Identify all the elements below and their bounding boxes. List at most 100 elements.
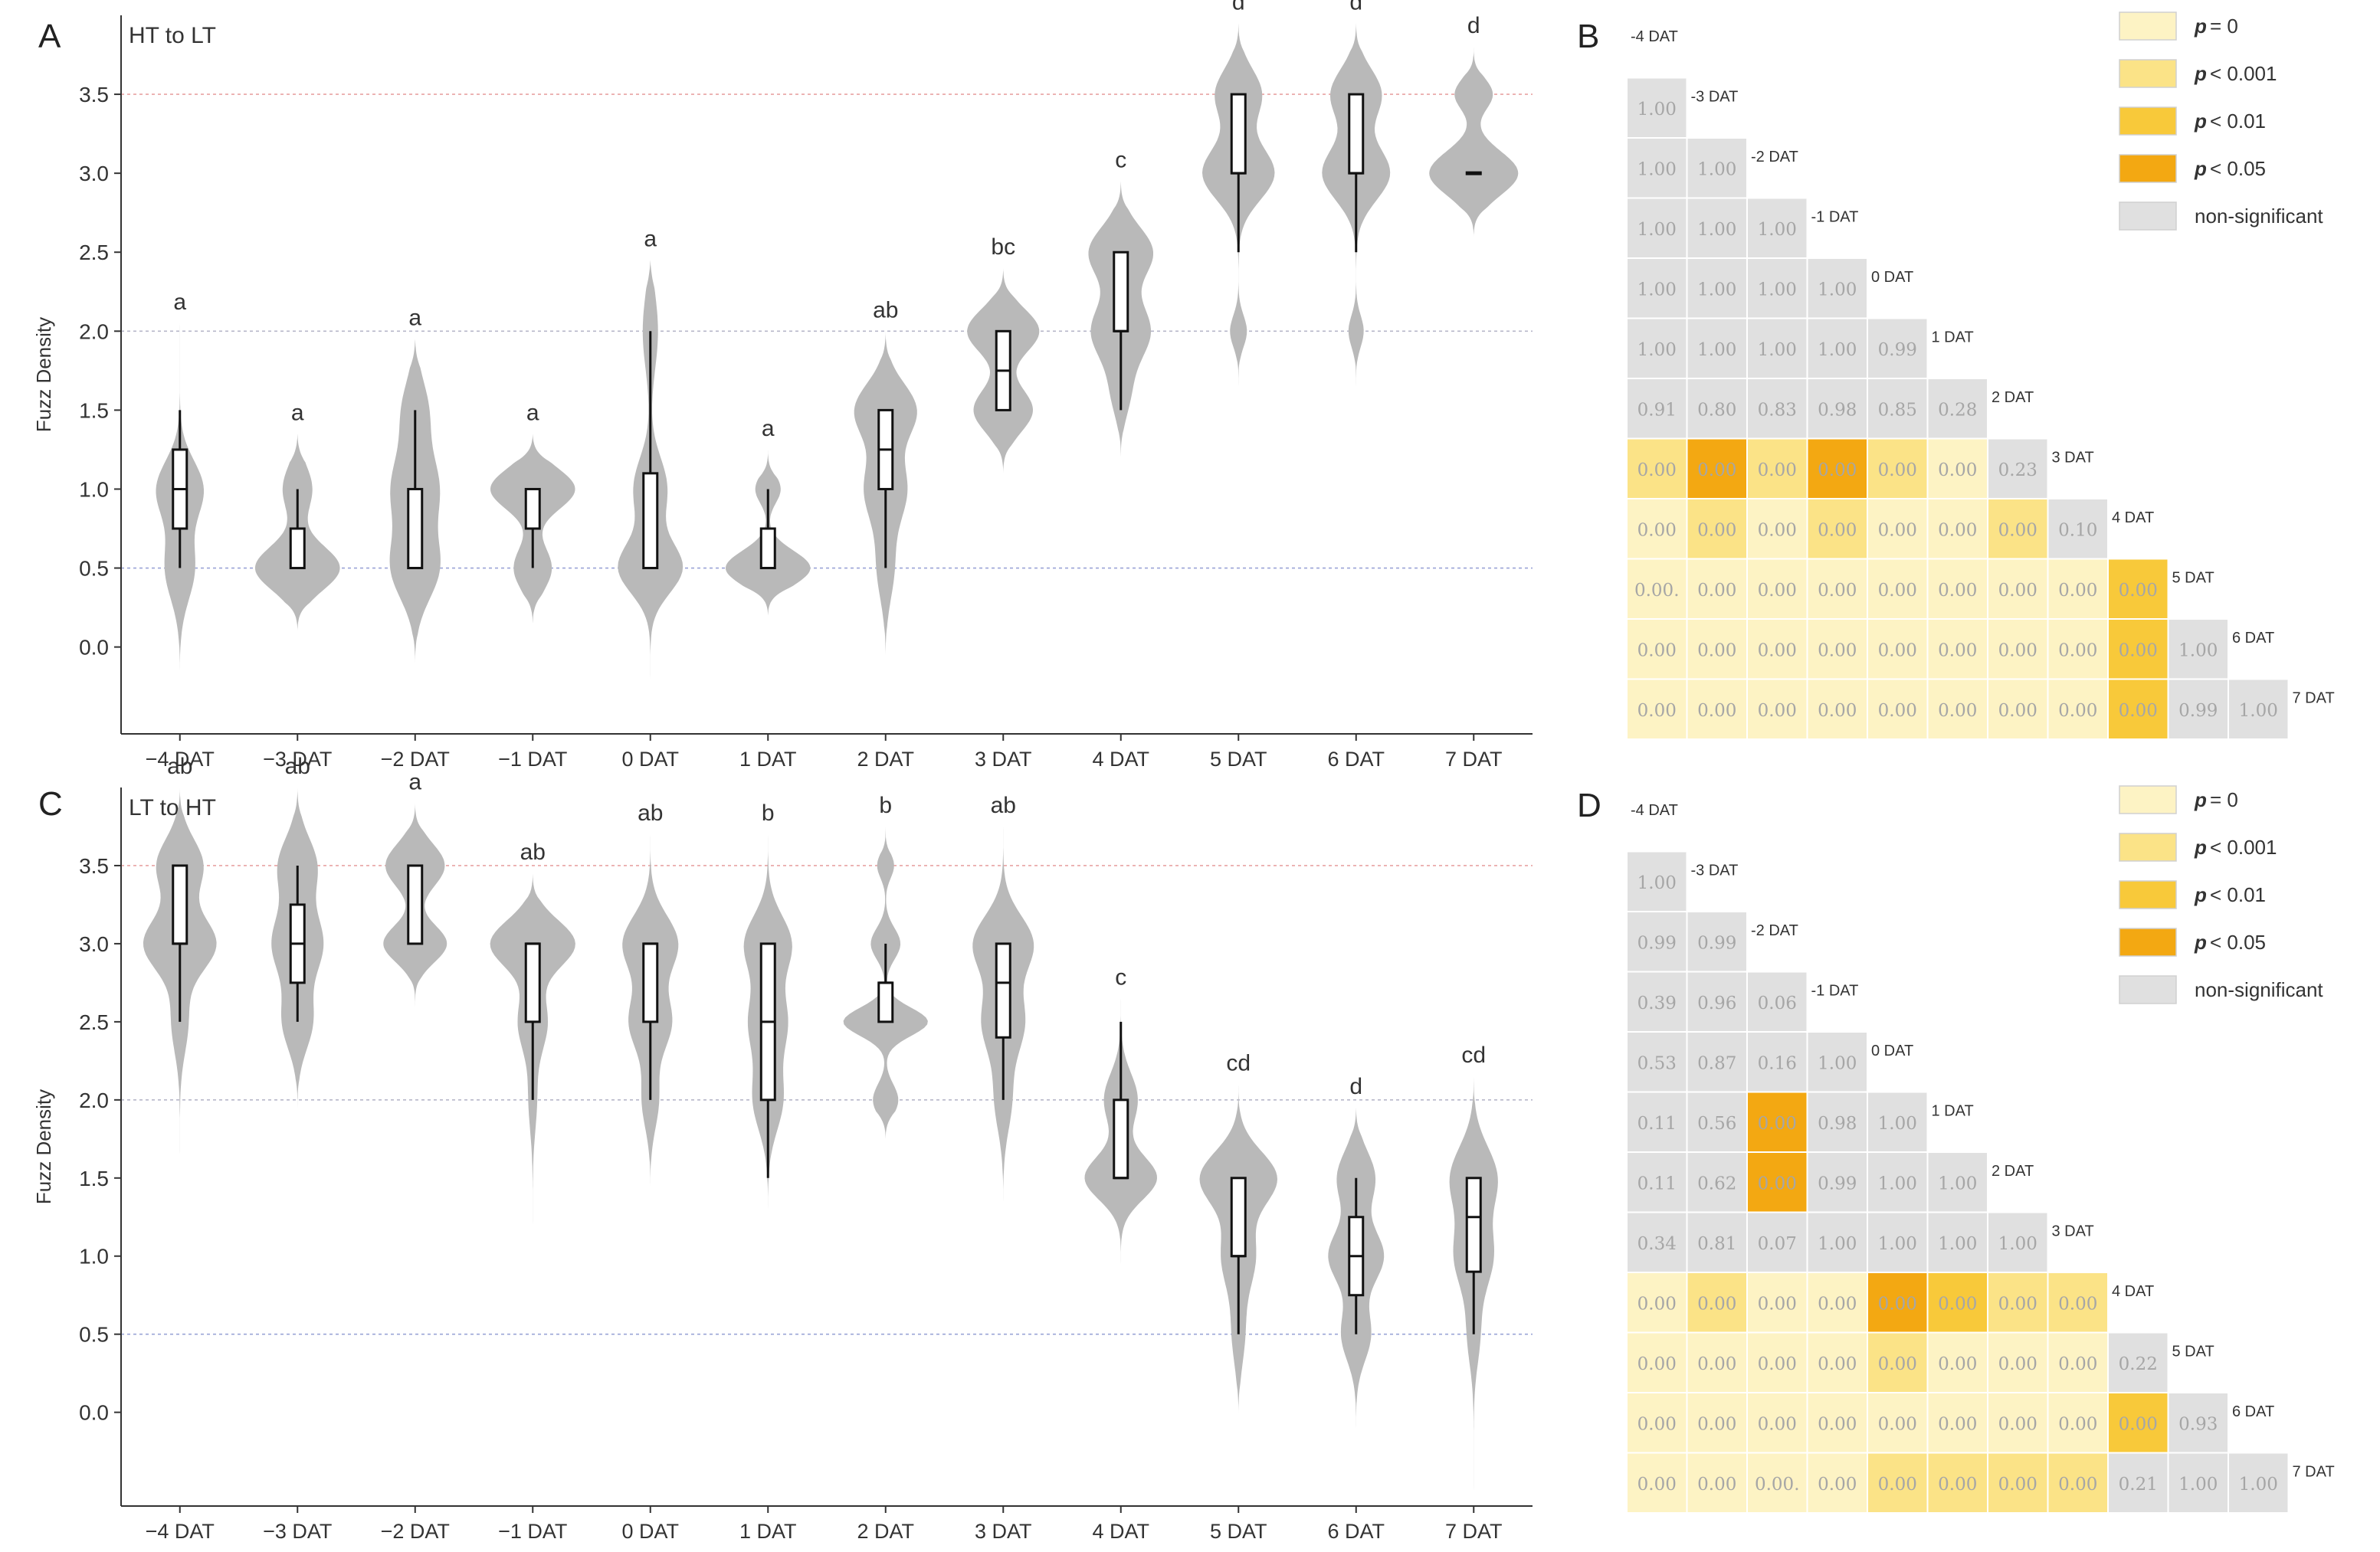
heatmap-cell — [1628, 912, 1687, 971]
legend-swatch — [2119, 785, 2177, 814]
box-iqr — [759, 527, 776, 570]
panel-label-a: A — [38, 18, 61, 55]
x-tick-label: −1 DAT — [498, 1520, 567, 1543]
significance-letter: a — [762, 416, 775, 441]
heatmap-cell — [1868, 1393, 1927, 1452]
heatmap-cell — [1687, 1273, 1746, 1332]
box-iqr — [407, 487, 424, 570]
heatmap-cell-value: 0.00 — [1998, 701, 2037, 721]
diagonal-label: 4 DAT — [2112, 1283, 2154, 1300]
heatmap-cell — [1628, 319, 1687, 378]
panel-label-d: D — [1577, 787, 1601, 824]
heatmap-cell — [1628, 499, 1687, 558]
heatmap-cell-value: 0.96 — [1697, 994, 1736, 1013]
x-tick-label: 1 DAT — [739, 1520, 797, 1543]
heatmap-cell-value: 0.00 — [1938, 1294, 1977, 1314]
x-tick-label: 0 DAT — [621, 1520, 679, 1543]
heatmap-cell — [2048, 1273, 2107, 1332]
y-tick-label: 0.0 — [79, 636, 109, 660]
diagonal-label: 4 DAT — [2112, 509, 2154, 526]
heatmap-cell — [1928, 1273, 1987, 1332]
heatmap-cell — [2229, 679, 2288, 738]
heatmap-cell — [1687, 439, 1746, 498]
x-tick-label: −3 DAT — [263, 748, 332, 771]
heatmap-cell-value: 0.00 — [1938, 520, 1977, 540]
heatmap-cell-value: 0.00 — [1637, 1414, 1677, 1434]
heatmap-cell — [1988, 439, 2047, 498]
diagonal-label: -2 DAT — [1751, 922, 1798, 939]
heatmap-cell — [2048, 620, 2107, 679]
diagonal-label: -3 DAT — [1691, 89, 1739, 106]
x-tick-label: 3 DAT — [975, 748, 1032, 771]
heatmap-cell-value: 0.00 — [1938, 581, 1977, 601]
heatmap-cell — [1628, 1393, 1687, 1452]
heatmap-cell — [1687, 912, 1746, 971]
legend-swatch — [2119, 201, 2177, 231]
box-iqr — [407, 864, 424, 945]
legend-p-symbol: p — [2194, 62, 2207, 85]
heatmap-cell-value: 0.83 — [1758, 400, 1797, 420]
heatmap-cell-value: 0.00 — [1818, 1475, 1857, 1495]
heatmap-cell-value: 1.00 — [1637, 280, 1677, 300]
heatmap-cell-value: 0.28 — [1938, 400, 1977, 420]
heatmap-cell — [1868, 499, 1927, 558]
chart-title: HT to LT — [129, 23, 216, 48]
y-tick-label: 3.5 — [79, 854, 109, 878]
heatmap-cell — [1687, 319, 1746, 378]
heatmap-cell-value: 1.00 — [1818, 340, 1857, 360]
heatmap-cell — [1628, 679, 1687, 738]
heatmap-cell — [1687, 259, 1746, 318]
heatmap-cell-value: 0.06 — [1758, 994, 1797, 1013]
legend-label: < 0.001 — [2210, 836, 2277, 859]
chart-title: LT to HT — [129, 795, 216, 820]
significance-letter: cd — [1226, 1050, 1251, 1076]
diagonal-label: 1 DAT — [1932, 1103, 1974, 1120]
y-tick-label: 2.0 — [79, 319, 109, 343]
box-iqr — [1230, 93, 1247, 175]
heatmap-cell — [1687, 679, 1746, 738]
panel-label-b: B — [1577, 18, 1599, 55]
heatmap-cell — [1687, 1033, 1746, 1092]
heatmap-cell-value: 0.00 — [1818, 1294, 1857, 1314]
heatmap-cell-value: 1.00 — [1697, 280, 1736, 300]
significance-letter: d — [1349, 0, 1362, 15]
legend-swatch — [2119, 11, 2177, 41]
heatmap-cell — [1628, 198, 1687, 257]
heatmap-cell-value: 1.00 — [1697, 340, 1736, 360]
diagonal-label: 6 DAT — [2232, 1403, 2274, 1420]
heatmap-cell-value: 0.00 — [1697, 1294, 1736, 1314]
diagonal-label: 0 DAT — [1871, 269, 1913, 286]
heatmap-cell — [1988, 1333, 2047, 1392]
significance-letter: bc — [991, 234, 1015, 260]
heatmap-cell — [1687, 620, 1746, 679]
heatmap-cell — [1808, 379, 1867, 438]
diagonal-label: 2 DAT — [1992, 389, 2034, 406]
heatmap-cell — [1628, 1033, 1687, 1092]
legend-swatch — [2119, 833, 2177, 862]
heatmap-cell — [1687, 198, 1746, 257]
heatmap-cell-value: 1.00 — [2178, 1475, 2218, 1495]
heatmap-cell-value: 0.56 — [1697, 1114, 1736, 1134]
heatmap-cell-value: 0.00 — [1878, 1294, 1917, 1314]
x-tick-label: 4 DAT — [1092, 1520, 1149, 1543]
heatmap-cell — [1628, 139, 1687, 198]
heatmap-cell — [1928, 1333, 1987, 1392]
heatmap-cell — [1808, 259, 1867, 318]
legend-label: < 0.05 — [2210, 931, 2266, 954]
heatmap-cell — [2169, 679, 2228, 738]
heatmap-cell — [1868, 559, 1927, 618]
heatmap-cell-value: 0.00 — [1758, 460, 1797, 480]
heatmap-cell — [2048, 1393, 2107, 1452]
legend-label: = 0 — [2210, 15, 2238, 38]
heatmap-cell — [1748, 198, 1807, 257]
heatmap-cell — [2169, 620, 2228, 679]
y-tick-label: 2.5 — [79, 241, 109, 264]
heatmap-cell-value: 0.00 — [1758, 1174, 1797, 1193]
heatmap-cell — [2109, 1333, 2168, 1392]
heatmap-cell-value: 0.00 — [1998, 1354, 2037, 1374]
box-iqr — [524, 487, 541, 530]
heatmap-cell-value: 0.99 — [2178, 701, 2218, 721]
significance-letter: b — [762, 801, 775, 826]
heatmap-cell — [1868, 679, 1927, 738]
heatmap-cell — [2169, 1393, 2228, 1452]
